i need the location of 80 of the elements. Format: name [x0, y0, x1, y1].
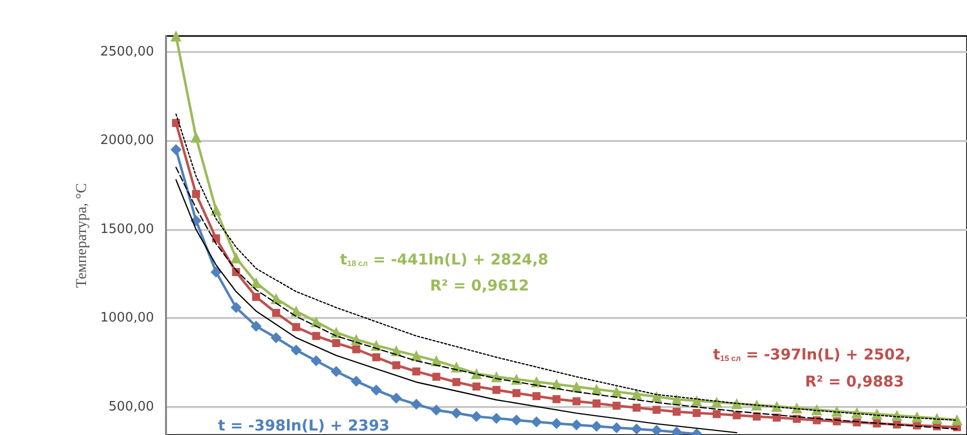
point	[170, 30, 182, 42]
annotation: R² = 0,9883	[805, 372, 904, 390]
point	[552, 395, 560, 404]
annotation: t = -398ln(L) + 2393	[218, 416, 390, 434]
point	[672, 408, 681, 416]
point	[931, 412, 942, 424]
point	[751, 400, 762, 411]
point	[432, 372, 440, 381]
point	[412, 367, 420, 376]
point	[550, 418, 562, 429]
point	[691, 395, 702, 406]
point	[571, 419, 582, 430]
point	[472, 382, 480, 391]
point	[410, 398, 422, 410]
point	[512, 389, 520, 398]
annotation: t15 сл = -397ln(L) + 2502,	[713, 346, 911, 364]
point	[190, 132, 202, 143]
annotation: R² = 0,9612	[430, 276, 530, 294]
point	[210, 204, 222, 216]
point	[332, 339, 340, 348]
point	[872, 419, 881, 428]
y-tick-label: 1000,00	[100, 310, 154, 326]
point	[292, 323, 300, 332]
point	[651, 424, 662, 435]
annotation: t18 сл = -441ln(L) + 2824,8	[340, 250, 548, 268]
point	[470, 411, 482, 422]
point	[350, 376, 362, 387]
point	[571, 381, 582, 392]
point	[572, 397, 581, 406]
y-axis-title: Температура, °С	[74, 183, 90, 288]
point	[592, 399, 601, 408]
point	[490, 412, 502, 424]
point	[230, 302, 242, 314]
point	[452, 378, 460, 386]
point	[310, 355, 322, 366]
point	[392, 361, 400, 370]
point	[250, 320, 262, 332]
point	[791, 402, 802, 414]
point	[372, 353, 380, 362]
point	[330, 366, 342, 377]
point	[230, 252, 242, 264]
point	[792, 414, 801, 423]
point	[212, 234, 220, 242]
y-tick-label: 2000,00	[100, 133, 154, 148]
point	[652, 406, 661, 414]
point	[450, 408, 462, 419]
point	[911, 411, 922, 422]
point	[731, 398, 742, 410]
point	[192, 190, 200, 198]
point	[430, 404, 442, 416]
point	[510, 414, 522, 426]
point	[492, 386, 500, 394]
point	[631, 423, 642, 434]
y-tick-label: 500,00	[108, 399, 154, 414]
point	[290, 344, 302, 356]
point	[252, 292, 260, 301]
point	[612, 402, 621, 410]
point	[632, 404, 641, 412]
point	[712, 410, 721, 418]
point	[532, 392, 540, 400]
y-tick-label: 1500,00	[100, 222, 154, 237]
point	[591, 420, 602, 432]
point	[312, 332, 320, 340]
point	[210, 266, 222, 278]
point	[530, 416, 542, 428]
point	[611, 422, 622, 434]
point	[692, 408, 701, 417]
point	[370, 384, 382, 396]
point	[352, 345, 360, 354]
point	[651, 391, 662, 402]
point	[310, 316, 322, 328]
point	[250, 277, 262, 288]
point	[270, 332, 282, 344]
y-tick-label: 2500,00	[100, 44, 154, 60]
point	[272, 308, 280, 317]
point	[390, 392, 402, 404]
point	[771, 400, 782, 412]
point	[951, 414, 962, 426]
point	[732, 411, 741, 420]
point	[170, 144, 182, 156]
